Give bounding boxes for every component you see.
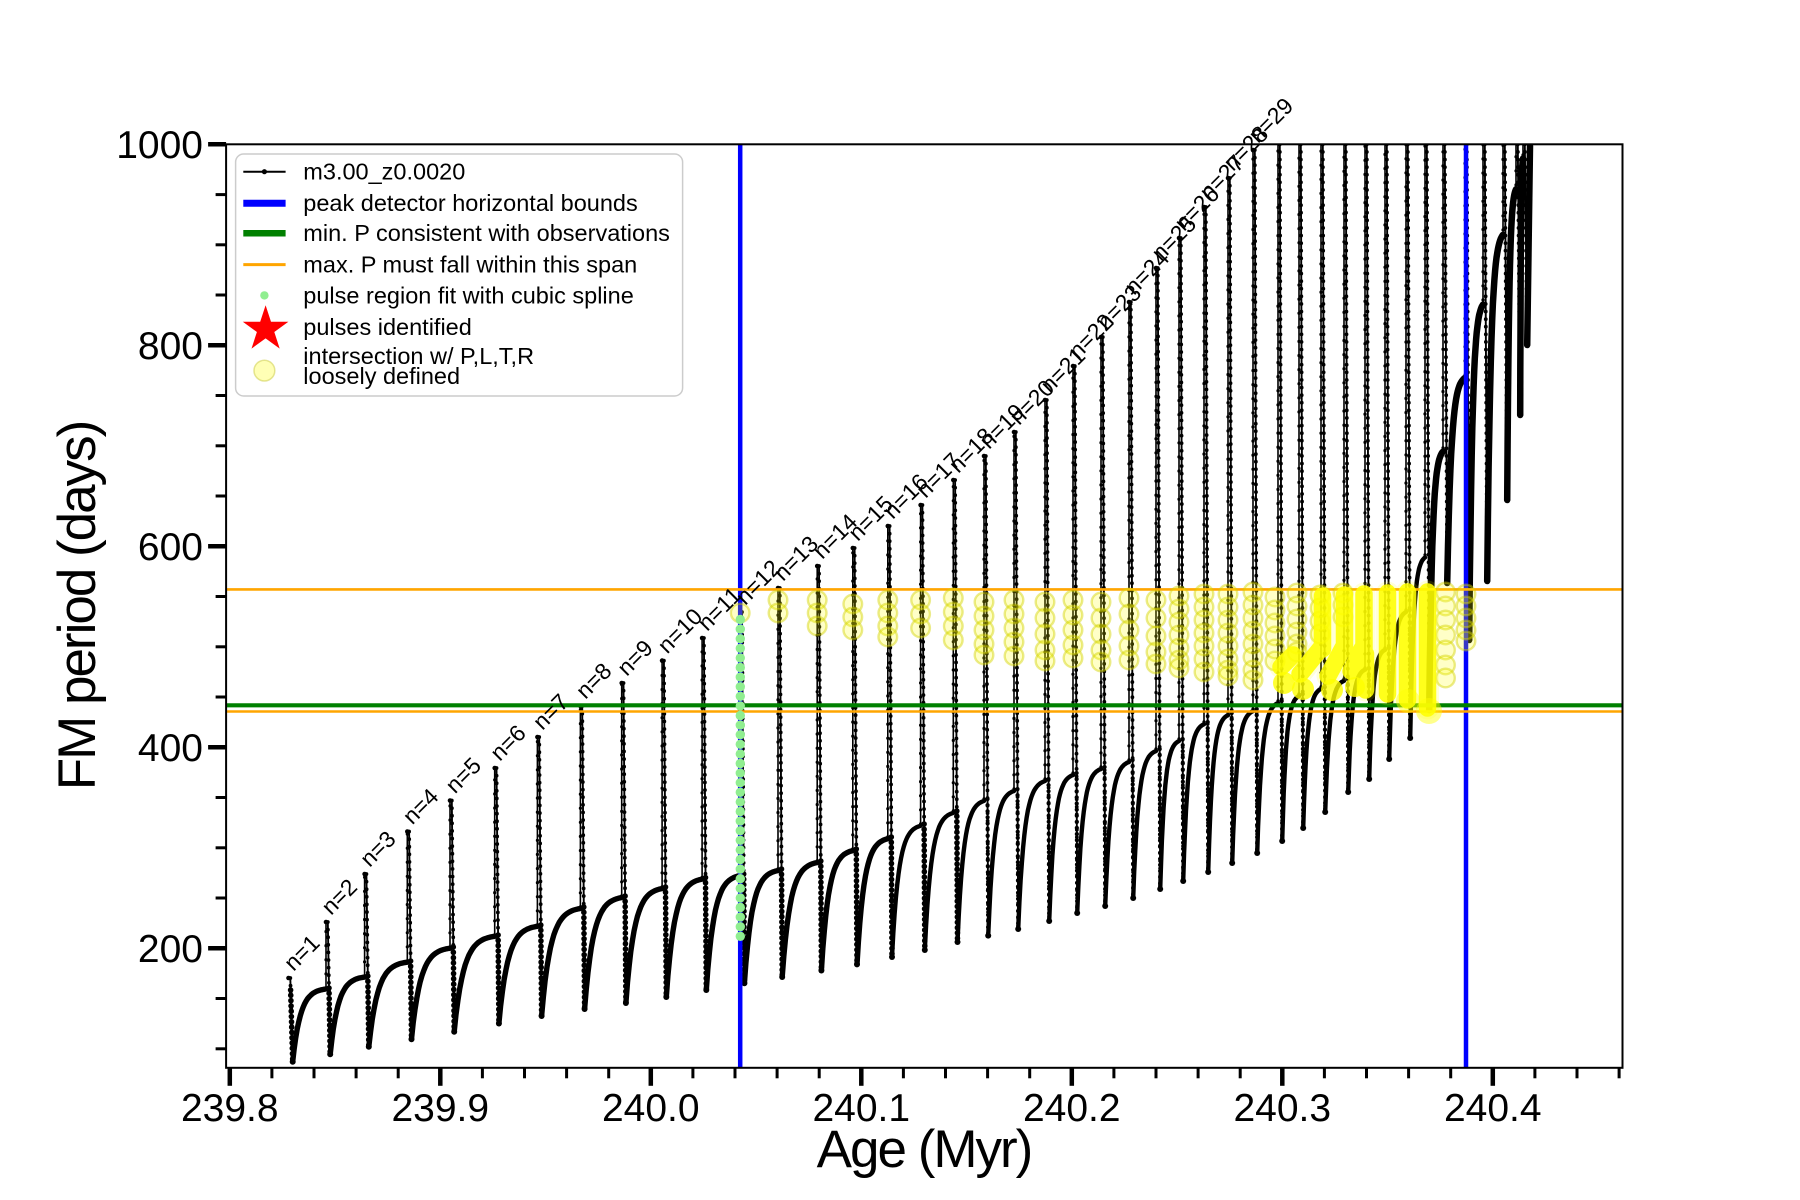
svg-text:pulses identified: pulses identified xyxy=(303,314,472,340)
svg-text:peak detector horizontal bound: peak detector horizontal bounds xyxy=(303,190,637,216)
svg-text:m3.00_z0.0020: m3.00_z0.0020 xyxy=(303,159,465,185)
svg-text:intersection w/ P,L,T,R: intersection w/ P,L,T,R xyxy=(303,343,534,369)
svg-text:1000: 1000 xyxy=(116,124,203,167)
svg-text:240.1: 240.1 xyxy=(812,1087,910,1130)
svg-text:240.4: 240.4 xyxy=(1444,1087,1542,1130)
svg-text:239.8: 239.8 xyxy=(181,1087,279,1130)
svg-text:400: 400 xyxy=(138,727,203,770)
svg-text:FM period (days): FM period (days) xyxy=(48,422,107,791)
svg-text:240.2: 240.2 xyxy=(1023,1087,1121,1130)
svg-text:pulse region fit with cubic sp: pulse region fit with cubic spline xyxy=(303,282,633,308)
svg-text:Age (Myr): Age (Myr) xyxy=(817,1120,1032,1179)
svg-text:240.0: 240.0 xyxy=(602,1087,700,1130)
svg-text:max. P must fall within this s: max. P must fall within this span xyxy=(303,252,637,278)
svg-text:600: 600 xyxy=(138,526,203,569)
svg-text:200: 200 xyxy=(138,928,203,971)
svg-text:min. P consistent with observa: min. P consistent with observations xyxy=(303,220,670,246)
svg-text:239.9: 239.9 xyxy=(391,1087,489,1130)
svg-text:loosely defined: loosely defined xyxy=(303,363,460,389)
svg-text:800: 800 xyxy=(138,325,203,368)
svg-text:240.3: 240.3 xyxy=(1233,1087,1331,1130)
